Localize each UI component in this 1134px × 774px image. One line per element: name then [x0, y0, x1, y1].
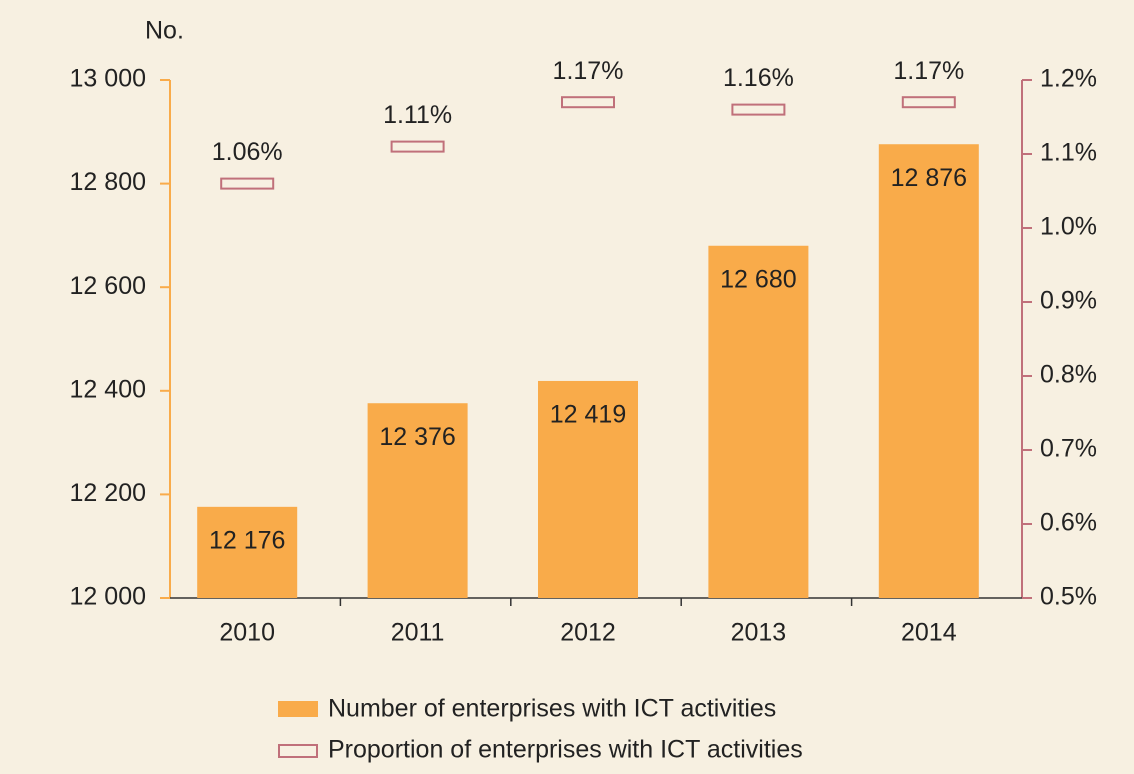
y2-tick-label: 0.5% [1040, 583, 1097, 611]
proportion-marker [731, 103, 786, 116]
legend-label: Proportion of enterprises with ICT activ… [328, 736, 803, 764]
y2-tick-label: 1.0% [1040, 213, 1097, 241]
bar [878, 144, 979, 598]
x-tick-label: 2013 [731, 619, 787, 647]
y-axis-label: No. [145, 17, 184, 45]
proportion-marker [390, 140, 445, 153]
y-tick-label: 12 600 [70, 272, 146, 300]
bar [197, 506, 298, 598]
x-tick-label: 2010 [219, 619, 275, 647]
proportion-value-label: 1.11% [383, 101, 452, 129]
y-tick-label: 12 000 [70, 583, 146, 611]
bar [708, 245, 809, 598]
y-tick-label: 12 800 [70, 168, 146, 196]
bar-value-label: 12 419 [550, 401, 626, 429]
legend-label: Number of enterprises with ICT activitie… [328, 695, 776, 723]
proportion-marker [220, 177, 275, 190]
proportion-value-label: 1.17% [553, 57, 624, 85]
proportion-value-label: 1.16% [723, 64, 794, 92]
y2-tick-label: 0.8% [1040, 361, 1097, 389]
legend-swatch [278, 701, 318, 717]
y-tick-label: 12 400 [70, 375, 146, 403]
bar-value-label: 12 376 [379, 423, 455, 451]
bar [538, 380, 638, 598]
y-tick-label: 12 200 [70, 479, 146, 507]
legend-swatch [278, 744, 318, 758]
proportion-marker [561, 96, 615, 109]
y-tick-label: 13 000 [70, 65, 146, 93]
y2-tick-label: 0.7% [1040, 435, 1097, 463]
bar-value-label: 12 876 [891, 164, 967, 192]
y2-tick-label: 1.1% [1040, 139, 1097, 167]
x-tick-label: 2011 [391, 619, 445, 647]
x-tick-label: 2012 [560, 619, 616, 647]
bar [367, 403, 468, 598]
y2-tick-label: 0.9% [1040, 287, 1097, 315]
bar-value-label: 12 176 [209, 526, 285, 554]
y2-tick-label: 1.2% [1040, 65, 1097, 93]
bar-value-label: 12 680 [720, 265, 796, 293]
x-tick-label: 2014 [901, 619, 957, 647]
proportion-value-label: 1.06% [212, 138, 283, 166]
y2-tick-label: 0.6% [1040, 509, 1097, 537]
proportion-value-label: 1.17% [893, 57, 964, 85]
proportion-marker [901, 96, 956, 109]
